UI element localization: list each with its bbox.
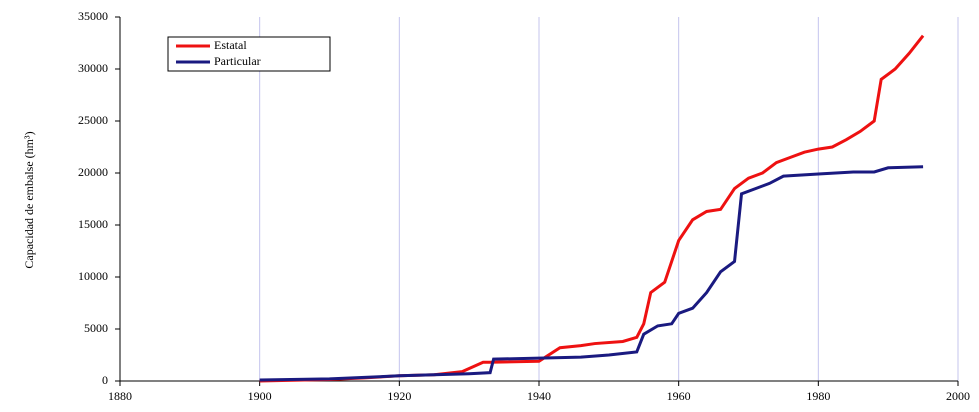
- y-axis-label: Capacidad de embalse (hm³): [22, 131, 36, 268]
- y-tick-label: 35000: [78, 9, 108, 23]
- y-tick-label: 15000: [78, 217, 108, 231]
- x-tick-label: 1920: [387, 389, 411, 403]
- x-tick-label: 2000: [946, 389, 970, 403]
- y-tick-label: 20000: [78, 165, 108, 179]
- legend-box: [167, 36, 331, 72]
- legend-label: Particular: [214, 54, 261, 68]
- line-series: [259, 165, 924, 382]
- y-tick-label: 25000: [78, 113, 108, 127]
- legend-label: Estatal: [214, 38, 247, 52]
- y-tick-label: 0: [102, 373, 108, 387]
- y-tick-label: 10000: [78, 269, 108, 283]
- x-tick-label: 1980: [806, 389, 830, 403]
- x-tick-label: 1900: [248, 389, 272, 403]
- x-tick-label: 1960: [667, 389, 691, 403]
- x-tick-label: 1940: [527, 389, 551, 403]
- line-series: [259, 34, 925, 383]
- y-tick-label: 5000: [84, 321, 108, 335]
- x-tick-label: 1880: [108, 389, 132, 403]
- y-tick-label: 30000: [78, 61, 108, 75]
